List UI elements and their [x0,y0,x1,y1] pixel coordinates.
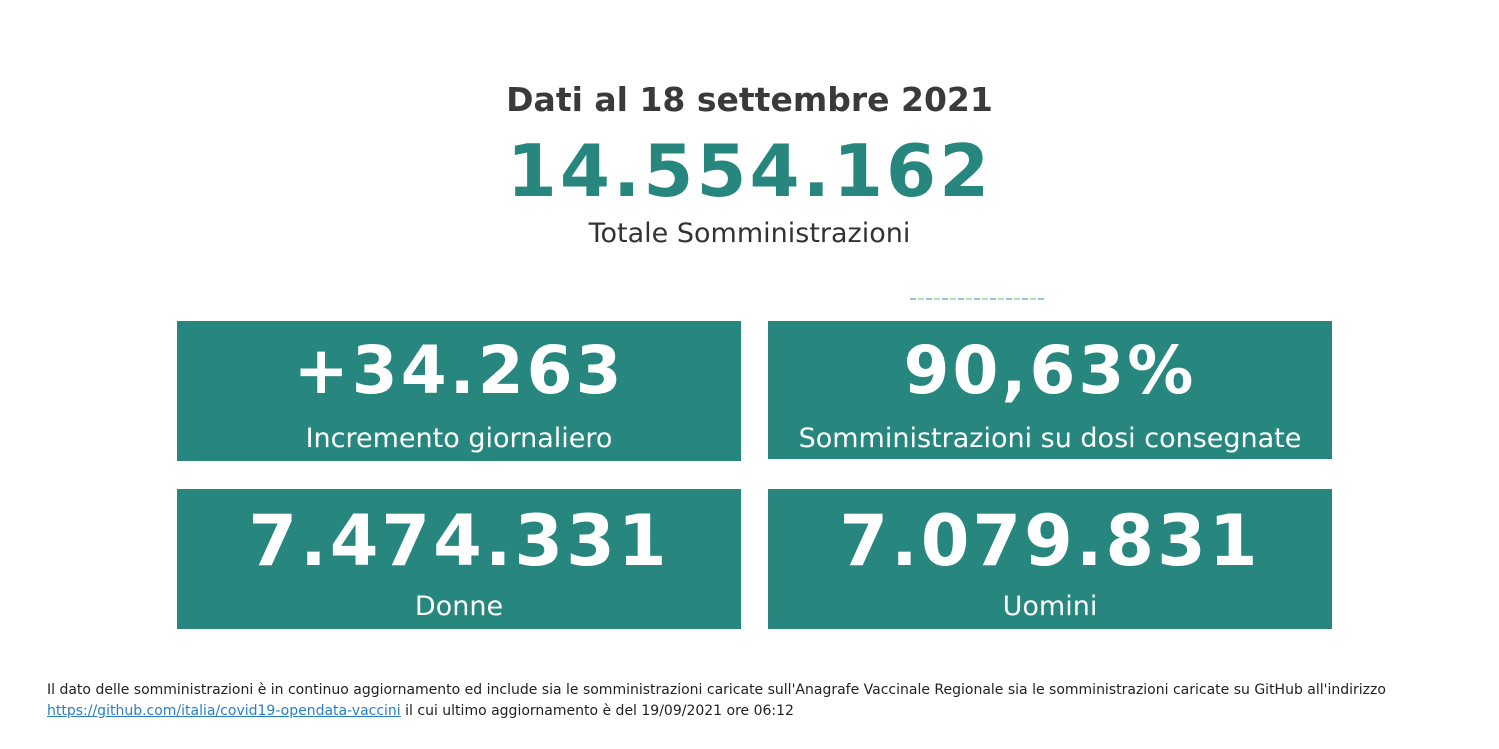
men-label: Uomini [1002,591,1098,622]
total-administrations-value: 14.554.162 [506,129,993,213]
footer-note: Il dato delle somministrazioni è in cont… [47,680,1487,722]
daily-increment-card: +34.263 Incremento giornaliero [177,321,741,461]
github-link[interactable]: https://github.com/italia/covid19-openda… [47,703,401,719]
women-value: 7.474.331 [248,500,670,582]
women-label: Donne [414,591,504,622]
men-card: 7.079.831 Uomini [768,489,1332,629]
delivered-doses-percentage-value: 90,63% [903,332,1197,409]
men-value: 7.079.831 [839,500,1261,582]
decorative-strip [910,298,1044,300]
daily-increment-value: +34.263 [293,332,625,409]
daily-increment-label: Incremento giornaliero [305,423,613,454]
total-administrations-label: Totale Somministrazioni [588,218,911,249]
delivered-doses-percentage-card: 90,63% Somministrazioni su dosi consegna… [768,321,1332,459]
footer-text-after: il cui ultimo aggiornamento è del 19/09/… [405,703,794,719]
delivered-doses-percentage-label: Somministrazioni su dosi consegnate [798,423,1302,454]
women-card: 7.474.331 Donne [177,489,741,629]
footer-text-before: Il dato delle somministrazioni è in cont… [47,682,1386,698]
page-title: Dati al 18 settembre 2021 [506,80,993,119]
